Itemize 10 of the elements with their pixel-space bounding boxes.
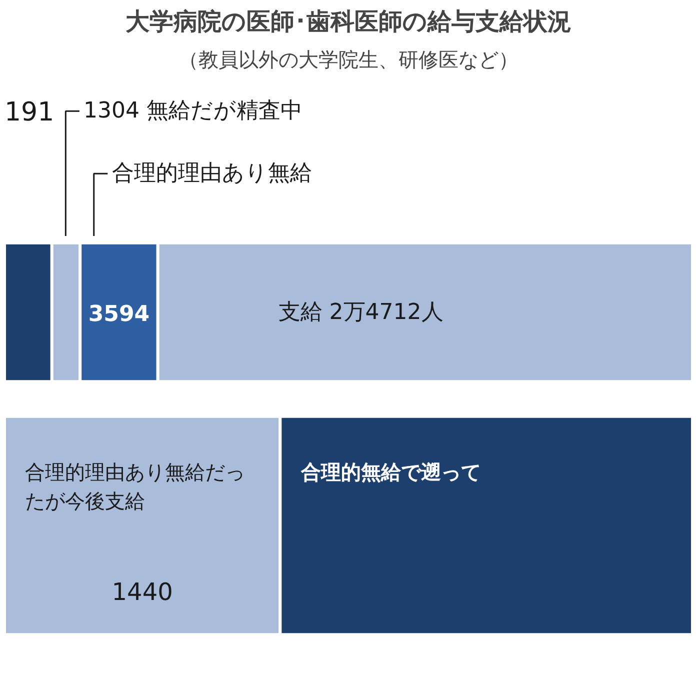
chart-title: 大学病院の医師･歯科医師の給与支給状況 [126,8,572,36]
text: 191 [4,98,54,128]
annotation: 合理的理由あり無給だったが今後支給 [25,460,246,513]
data-label: 1440 [112,578,173,606]
chart-subtitle: （教員以外の大学院生、研修医など） [178,48,518,72]
data-label: 支給 2万4712人 [278,300,444,325]
annotation: 合理的無給で遡って [300,460,481,484]
data-label: 3594 [88,302,150,327]
text: 1304 無給だが精査中 [84,98,303,124]
text: 合理的理由あり無給 [112,161,312,186]
